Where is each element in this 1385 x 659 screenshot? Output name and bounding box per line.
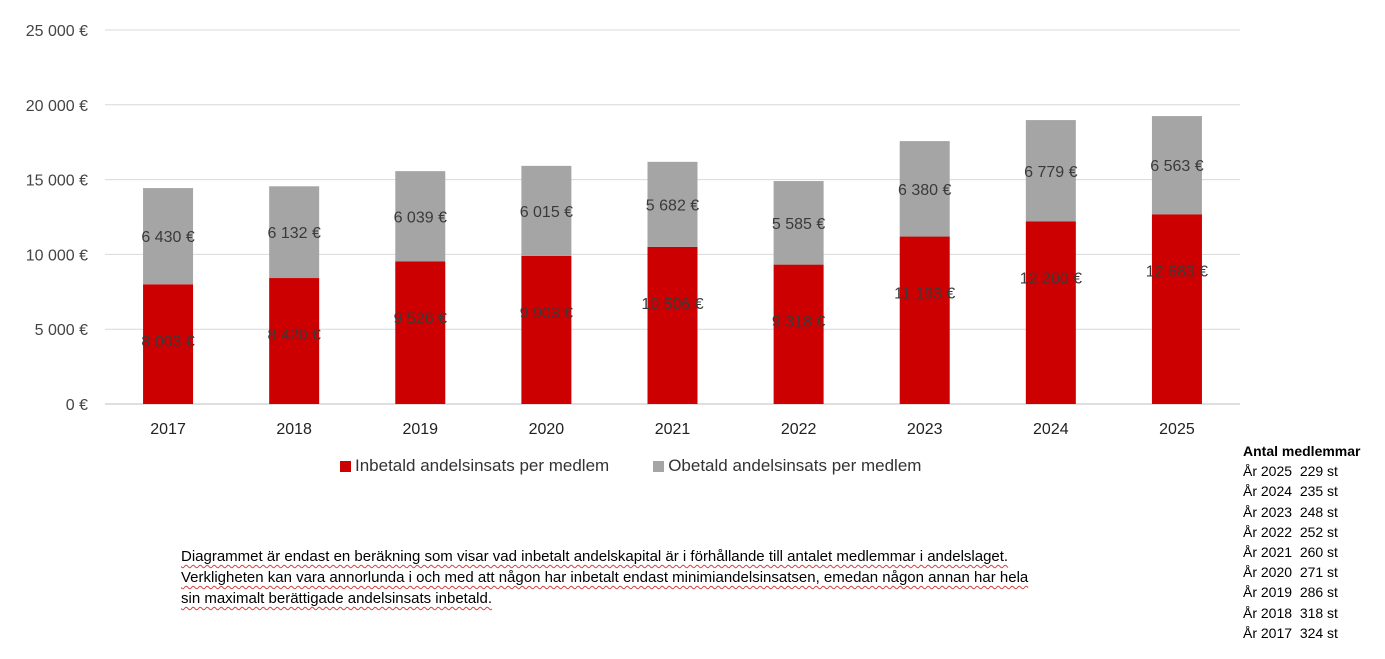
x-tick-label: 2025: [1159, 421, 1195, 438]
member-count-row: År 2018 318 st: [1243, 604, 1338, 621]
member-count-title: Antal medlemmar: [1243, 443, 1361, 459]
note-line: sin maximalt berättigade andelsinsats in…: [181, 590, 493, 607]
x-tick-label: 2023: [907, 421, 943, 438]
bar-unpaid: [1151, 116, 1202, 215]
bar-unpaid: [143, 188, 194, 285]
data-label-paid: 10 506 €: [641, 296, 703, 313]
x-tick-label: 2020: [529, 421, 565, 438]
legend-item-unpaid: Obetald andelsinsats per medlem: [653, 456, 921, 476]
x-tick-label: 2024: [1033, 421, 1069, 438]
bar-unpaid: [521, 165, 572, 256]
member-count-row: År 2019 286 st: [1243, 584, 1338, 601]
bar-paid: [269, 278, 320, 404]
bar-unpaid: [1025, 120, 1076, 222]
data-label-unpaid: 6 039 €: [394, 209, 447, 226]
data-label-unpaid: 6 779 €: [1024, 164, 1077, 181]
legend-item-paid: Inbetald andelsinsats per medlem: [340, 456, 609, 476]
member-count-row: År 2017 324 st: [1243, 624, 1338, 641]
data-label-unpaid: 6 015 €: [520, 204, 573, 221]
y-tick-label: 20 000 €: [26, 98, 88, 115]
bar-unpaid: [773, 181, 824, 265]
bar-paid: [899, 236, 950, 404]
x-tick-label: 2022: [781, 421, 817, 438]
bar-paid: [395, 261, 446, 404]
bar-unpaid: [395, 171, 446, 262]
data-label-paid: 9 318 €: [772, 314, 825, 331]
data-label-unpaid: 6 430 €: [141, 229, 194, 246]
bar-paid: [773, 264, 824, 404]
stacked-bar-chart: 0 € 5 000 € 10 000 € 15 000 € 20 000 € 25 000…: [26, 23, 1240, 438]
data-label-unpaid: 5 682 €: [646, 197, 699, 214]
member-count-row: År 2022 252 st: [1243, 523, 1338, 540]
data-label-unpaid: 6 563 €: [1150, 158, 1203, 175]
data-label-paid: 8 420 €: [267, 327, 320, 344]
note-line: Verkligheten kan vara annorlunda i och m…: [181, 569, 1029, 586]
member-count-row: År 2021 260 st: [1243, 544, 1338, 561]
member-count-row: År 2020 271 st: [1243, 564, 1338, 581]
data-label-paid: 9 903 €: [520, 305, 573, 322]
x-tick-label: 2018: [276, 421, 312, 438]
member-count-list: Antal medlemmar År 2025 229 st År 2024 2…: [1243, 441, 1383, 643]
x-tick-label: 2017: [150, 421, 186, 438]
y-tick-label: 5 000 €: [35, 322, 88, 339]
data-label-unpaid: 5 585 €: [772, 216, 825, 233]
x-tick-label: 2021: [655, 421, 691, 438]
note-line: Diagrammet är endast en beräkning som vi…: [181, 548, 1009, 565]
data-label-paid: 12 683 €: [1146, 263, 1208, 280]
bar-paid: [1151, 214, 1202, 404]
explanatory-note: Diagrammet är endast en beräkning som vi…: [181, 546, 1111, 609]
y-tick-label: 15 000 €: [26, 173, 88, 190]
member-count-row: År 2023 248 st: [1243, 503, 1338, 520]
data-label-paid: 8 003 €: [141, 333, 194, 350]
bar-paid: [521, 255, 572, 404]
data-label-unpaid: 6 380 €: [898, 182, 951, 199]
bar-unpaid: [647, 161, 698, 247]
chart-legend: Inbetald andelsinsats per medlem Obetald…: [340, 456, 921, 476]
bar-unpaid: [269, 186, 320, 279]
data-label-paid: 12 200 €: [1020, 270, 1082, 287]
y-tick-label: 25 000 €: [26, 23, 88, 40]
legend-label-unpaid: Obetald andelsinsats per medlem: [668, 456, 922, 475]
y-tick-label: 10 000 €: [26, 247, 88, 264]
bar-paid: [647, 246, 698, 404]
data-label-unpaid: 6 132 €: [267, 225, 320, 242]
y-tick-label: 0 €: [66, 397, 88, 414]
member-count-row: År 2024 235 st: [1243, 483, 1338, 500]
bar-paid: [143, 284, 194, 404]
data-label-paid: 9 526 €: [394, 310, 447, 327]
bar-unpaid: [899, 141, 950, 237]
bar-paid: [1025, 221, 1076, 404]
data-label-paid: 11 193 €: [894, 286, 955, 303]
legend-swatch-paid: [340, 460, 351, 472]
legend-label-paid: Inbetald andelsinsats per medlem: [355, 456, 610, 475]
member-count-row: År 2025 229 st: [1243, 463, 1338, 480]
x-tick-label: 2019: [402, 421, 438, 438]
legend-swatch-unpaid: [653, 460, 665, 472]
